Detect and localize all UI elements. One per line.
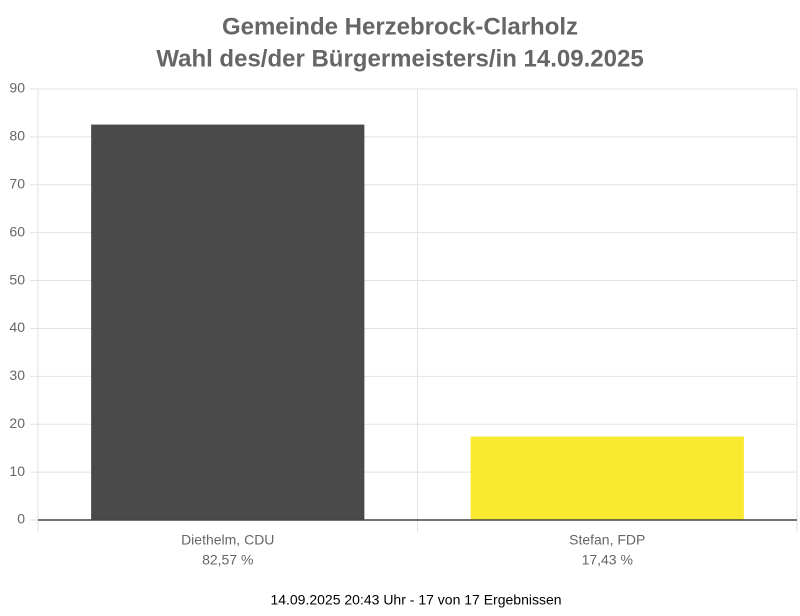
y-tick-label: 20 bbox=[9, 415, 25, 431]
y-tick-label: 10 bbox=[9, 463, 25, 479]
y-tick-label: 90 bbox=[9, 80, 25, 96]
chart-title: Wahl des/der Bürgermeisters/in 14.09.202… bbox=[156, 45, 643, 72]
y-tick-label: 40 bbox=[9, 319, 25, 335]
y-tick-label: 50 bbox=[9, 271, 25, 287]
y-tick-label: 0 bbox=[17, 511, 25, 527]
x-tick-label: Diethelm, CDU bbox=[181, 532, 274, 548]
footnote: 14.09.2025 20:43 Uhr - 17 von 17 Ergebni… bbox=[270, 592, 561, 608]
y-tick-label: 80 bbox=[9, 128, 25, 144]
value-label: 17,43 % bbox=[582, 552, 633, 568]
y-tick-label: 70 bbox=[9, 175, 25, 191]
x-tick-label: Stefan, FDP bbox=[569, 532, 645, 548]
value-label: 82,57 % bbox=[202, 552, 253, 568]
bar bbox=[91, 124, 365, 520]
bar bbox=[470, 436, 744, 520]
y-tick-label: 60 bbox=[9, 223, 25, 239]
y-tick-label: 30 bbox=[9, 367, 25, 383]
chart-title: Gemeinde Herzebrock-Clarholz bbox=[222, 13, 578, 40]
